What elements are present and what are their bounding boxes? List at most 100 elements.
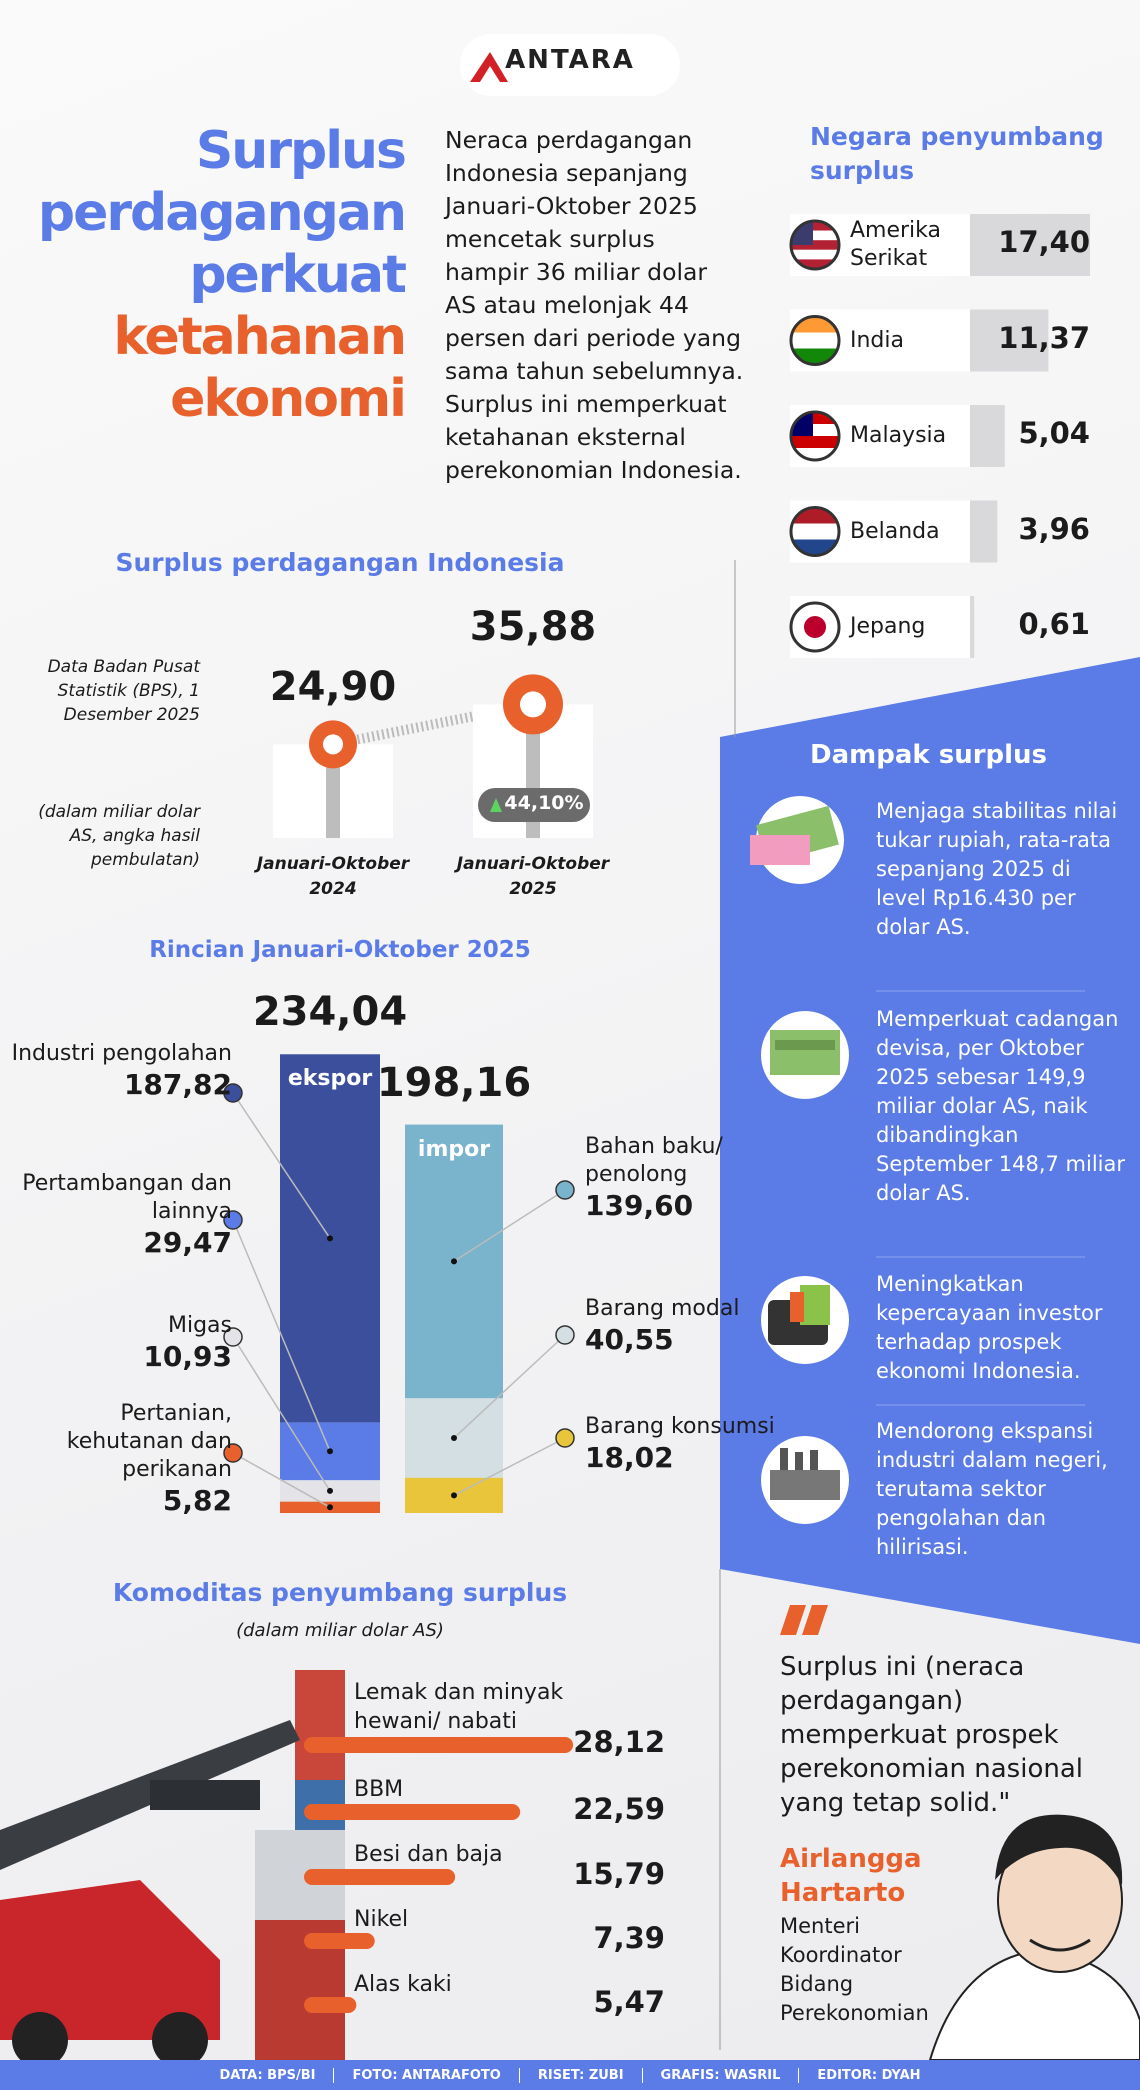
flag-rim [789,315,841,366]
value-label: 11,37 [998,320,1090,355]
value-label: 0,61 [1018,607,1090,641]
bar [304,1804,521,1820]
flag-stripe [791,523,839,540]
segment-value: 40,55 [585,1323,674,1356]
flag [789,601,841,653]
segment-value: 139,60 [585,1189,694,1222]
anchor-dot [451,1258,457,1265]
value-label: 5,04 [1018,416,1090,450]
leader-dot [555,1180,575,1200]
quote-role: Menteri Koordinator Bidang Perekonomian [780,1914,929,2025]
flag-stripe [791,259,839,269]
segment-name: Industri pengolahan [11,1041,232,1066]
category-label: Besi dan baja [354,1842,503,1867]
flag-stripe [791,240,839,250]
quote: Surplus ini (neraca perdagangan) memperk… [780,1652,1083,1818]
segment-name: Barang modal [585,1296,740,1321]
segment-label: Pertambangan dan lainnya 29,47 [2,1170,232,1260]
bar [970,596,975,658]
category-label: impor [417,1136,491,1162]
chart-title: Surplus perdagangan Indonesia [115,548,565,577]
icon-factory [761,1436,849,1524]
flag [789,410,841,462]
segment-value: 18,02 [585,1441,674,1474]
segment-label: Barang konsumsi 18,02 [585,1413,785,1475]
segment-value: 10,93 [143,1340,232,1373]
flag-stripe [791,332,839,349]
growth-pill [478,788,590,822]
icon-cash [761,1011,849,1099]
chart-title: Negara penyumbang surplus [810,122,1104,185]
flag-rim [789,219,841,271]
credit: GRAFIS: WASRIL [641,2067,799,2083]
category-label: India [850,327,904,353]
segment-name: Pertanian, kehutanan dan perikanan [66,1401,232,1482]
segment-label: Pertanian, kehutanan dan perikanan 5,82 [2,1400,232,1518]
segment-name: Pertambangan dan lainnya [22,1171,232,1224]
anchor-dot [451,1492,457,1499]
category-label: Alas kaki [354,1972,452,1997]
bar [970,309,1049,372]
segment-value: 187,82 [123,1068,232,1101]
leader [453,1189,566,1263]
chart-subtitle: (dalam miliar dolar AS) [236,1620,444,1641]
anchor-dot [327,1235,333,1242]
value-label: 7,39 [593,1921,665,1955]
total-label: 234,04 [252,989,408,1036]
leader [232,1452,331,1508]
bar [304,1933,375,1949]
segment-name: Migas [167,1313,232,1338]
flag-stripe [791,230,839,241]
leader [453,1437,566,1497]
footer-bar [0,2060,1140,2090]
category-label: Januari-Oktober 2025 [456,854,610,899]
value-label: 3,96 [1018,511,1090,546]
anchor-dot [327,1504,333,1511]
chart-title: Komoditas penyumbang surplus [112,1578,568,1607]
impact-item: Mendorong ekspansi industri dalam negeri… [876,1419,1108,1559]
category-label: Januari-Oktober 2024 [256,854,410,899]
growth-arrow [490,798,502,812]
annotation: 44,10% [504,792,584,814]
value-label: 24,90 [269,664,397,711]
flag [789,219,841,271]
value-label: 35,88 [469,604,597,651]
value-label: 5,47 [593,1985,665,2019]
credit: FOTO: ANTARAFOTO [333,2067,518,2083]
note: Data Badan Pusat Statistik (BPS), 1 Dese… [47,657,200,725]
segment-name: Barang konsumsi [585,1414,775,1439]
impact-item: Memperkuat cadangan devisa, per Oktober … [876,1007,1126,1205]
headline-line: ekonomi [170,369,407,429]
point-center [323,734,343,755]
segment-value: 29,47 [143,1226,232,1259]
leader-dot [223,1083,243,1103]
connector [332,699,534,750]
credit: RISET: ZUBI [518,2067,642,2083]
segment-label: Industri pengolahan 187,82 [2,1040,232,1102]
category-label: Belanda [850,518,940,544]
leader [453,1334,566,1439]
credits: DATA: BPS/BI FOTO: ANTARAFOTO RISET: ZUBI G… [0,2060,1140,2090]
category-label: ekspor [287,1066,373,1092]
crane-photo [0,1670,345,2068]
category-label: Nikel [354,1907,409,1932]
leader-dot [223,1443,243,1463]
icon-money [750,796,844,884]
icon-wallet [761,1276,849,1364]
impact-title: Dampak surplus [810,740,1048,770]
value-label: 15,79 [573,1857,665,1891]
value-label: 28,12 [573,1725,665,1759]
headline: Surplus perdagangan perkuat ketahanan ekonom… [20,120,407,430]
bar [970,500,998,563]
leader [232,1336,331,1492]
segment-name: Bahan baku/ penolong [585,1134,723,1187]
category-label: BBM [354,1777,404,1802]
flag-rim [789,506,841,557]
leader-dot [555,1325,575,1345]
logo: ANTARA [505,45,635,75]
flag-stripe [791,249,839,260]
leader-dot [223,1327,243,1347]
leader [232,1092,331,1239]
credit: EDITOR: DYAH [798,2067,938,2083]
